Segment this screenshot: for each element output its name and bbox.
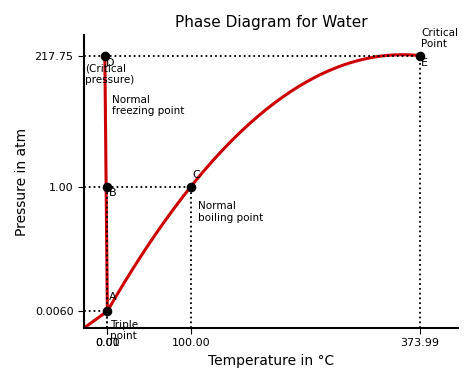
Text: A: A (109, 292, 116, 302)
Text: B: B (109, 188, 116, 198)
Point (416, 52, 423, 59)
Text: (Critical
pressure): (Critical pressure) (85, 63, 134, 85)
Point (103, 183, 111, 190)
Text: Normal
freezing point: Normal freezing point (111, 95, 184, 116)
Text: Triple
point: Triple point (110, 320, 138, 341)
Point (104, 308, 111, 314)
Point (187, 183, 195, 190)
Point (101, 52, 109, 59)
X-axis label: Temperature in °C: Temperature in °C (208, 354, 334, 368)
Text: D: D (106, 58, 115, 68)
Y-axis label: Pressure in atm: Pressure in atm (15, 128, 29, 236)
Text: E: E (421, 58, 428, 68)
Title: Phase Diagram for Water: Phase Diagram for Water (175, 15, 367, 30)
Text: C: C (192, 170, 201, 180)
Text: Normal
boiling point: Normal boiling point (198, 201, 263, 223)
Text: Critical
Point: Critical Point (421, 28, 458, 49)
